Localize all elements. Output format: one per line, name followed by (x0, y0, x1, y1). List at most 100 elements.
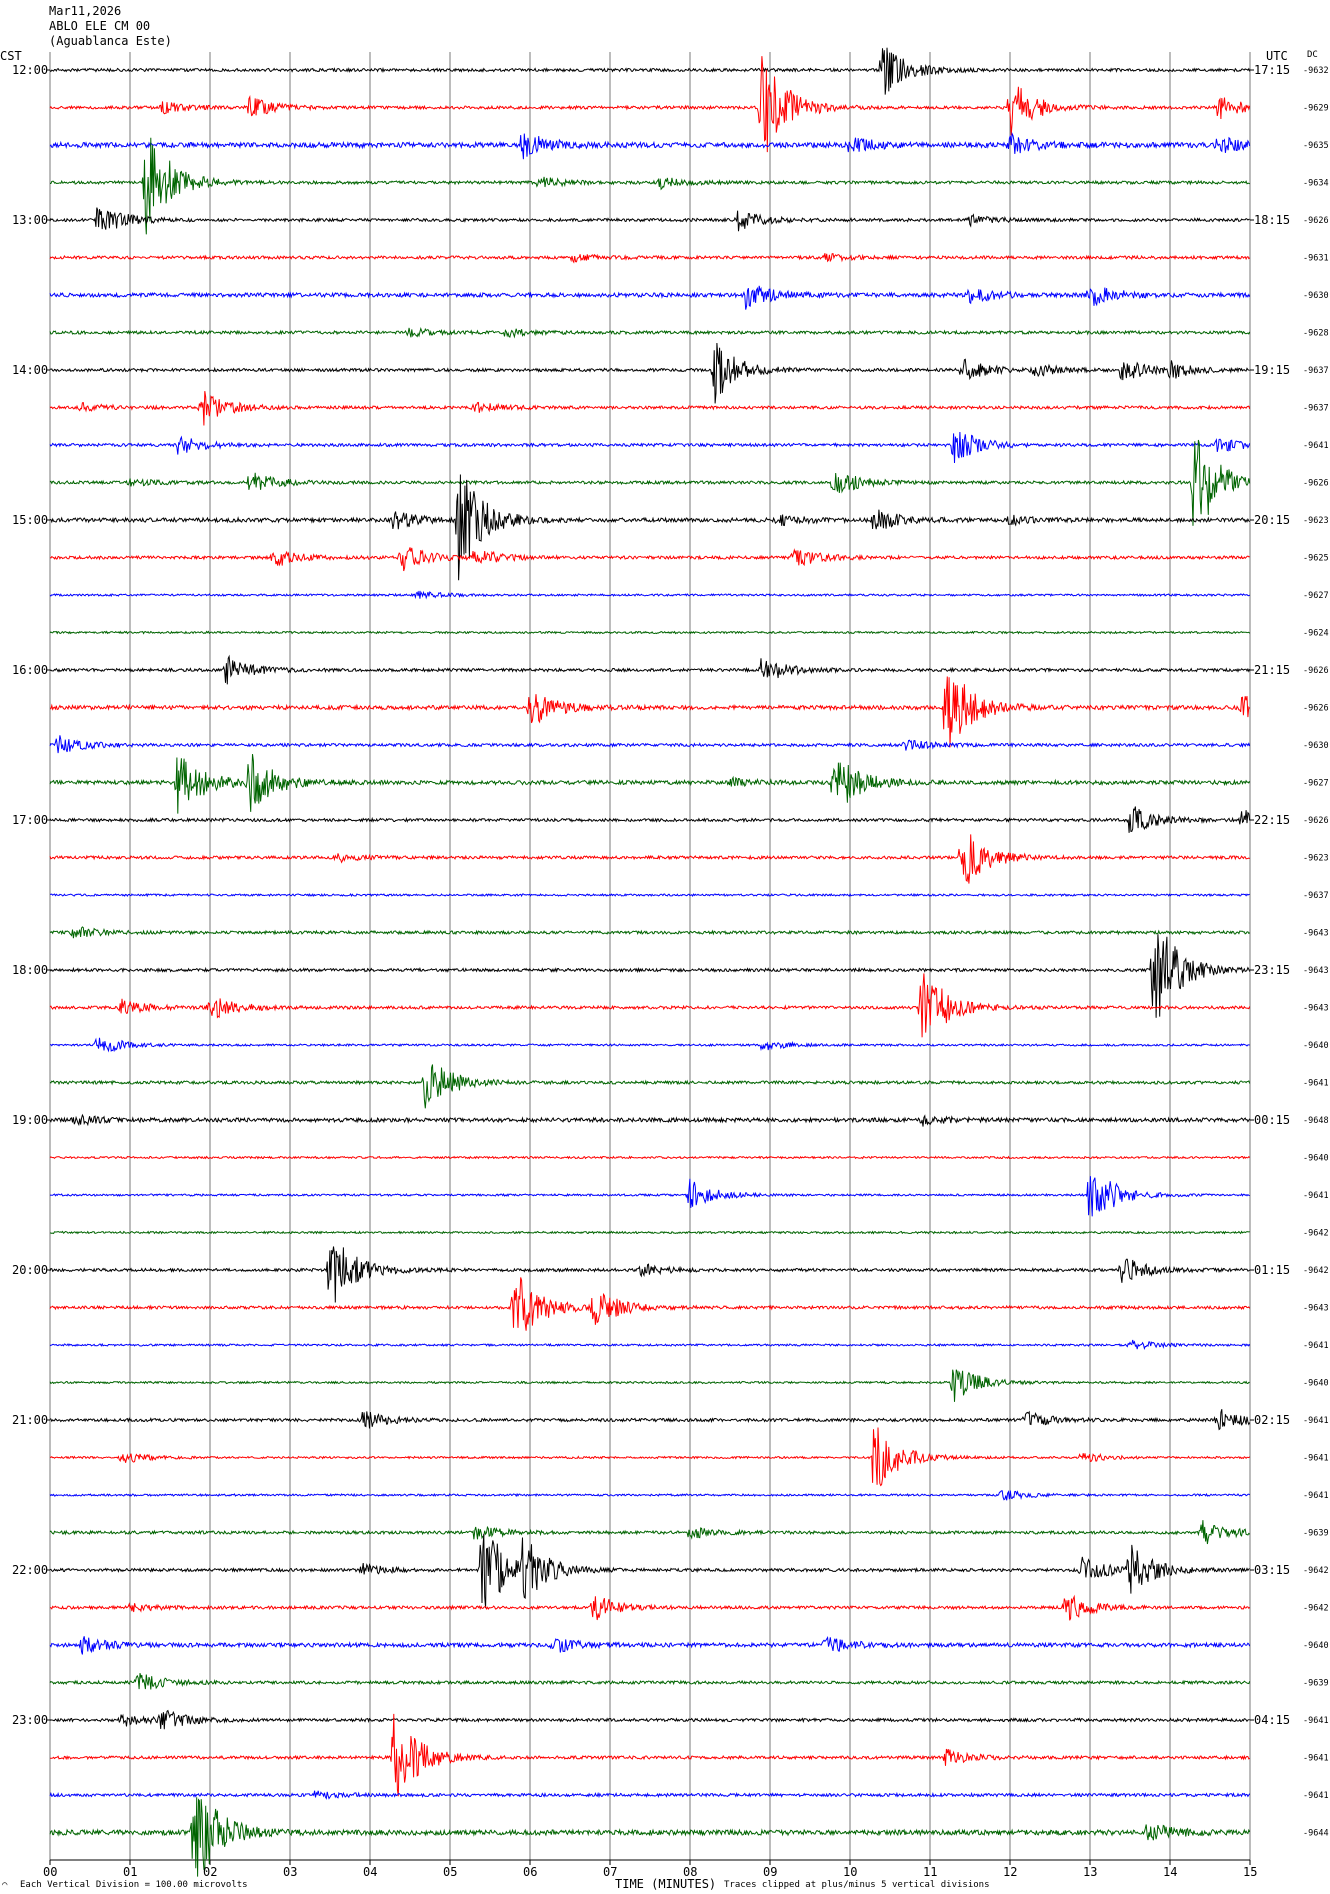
trace-row-6 (49, 285, 1251, 310)
trace-row-21 (49, 834, 1250, 884)
trace-row-33 (49, 1277, 1251, 1331)
trace-row-20 (49, 806, 1251, 833)
dc-offset-label: -9623 (1303, 854, 1329, 864)
x-tick-label-03: 03 (283, 1865, 297, 1879)
trace-row-15 (49, 630, 1251, 635)
trace-row-29 (49, 1155, 1251, 1160)
trace-row-24 (49, 934, 1251, 1018)
trace-row-22 (49, 892, 1250, 898)
left-hour-label: 18:00 (12, 963, 48, 977)
trace-row-44 (49, 1709, 1250, 1730)
dc-offset-label: -9626 (1303, 704, 1329, 714)
dc-offset-label: -9641 (1303, 1416, 1329, 1426)
dc-offset-label: -9641 (1303, 1791, 1329, 1801)
dc-offset-label: -9637 (1303, 404, 1329, 414)
left-hour-label: 12:00 (12, 63, 48, 77)
dc-offset-label: -9635 (1303, 141, 1329, 151)
trace-row-38 (49, 1490, 1251, 1501)
right-timezone-label: UTC (1266, 49, 1288, 63)
trace-row-46 (49, 1790, 1251, 1800)
dc-offset-label: -9637 (1303, 366, 1329, 376)
x-tick-label-06: 06 (523, 1865, 537, 1879)
x-tick-label-04: 04 (363, 1865, 377, 1879)
dc-offset-label: -9629 (1303, 104, 1329, 114)
dc-offset-label: -9641 (1303, 1079, 1329, 1089)
right-hour-label: 03:15 (1254, 1563, 1290, 1577)
dc-offset-label: -9634 (1303, 179, 1329, 189)
x-tick-label-12: 12 (1003, 1865, 1017, 1879)
trace-row-14 (49, 590, 1250, 600)
left-hour-label: 21:00 (12, 1413, 48, 1427)
vertical-division-note: Each Vertical Division = 100.00 microvol… (20, 1880, 248, 1890)
dc-offset-label: -9637 (1303, 891, 1329, 901)
dc-offset-label: -9631 (1303, 254, 1329, 264)
corner-mark: ⌒ (2, 1880, 8, 1890)
trace-row-47 (49, 1797, 1251, 1877)
dc-offset-label: -9627 (1303, 591, 1329, 601)
minute-grid (46, 52, 1254, 1865)
right-hour-label: 04:15 (1254, 1713, 1290, 1727)
dc-offset-label: -9642 (1303, 1566, 1329, 1576)
right-hour-label: 01:15 (1254, 1263, 1290, 1277)
x-tick-label-01: 01 (123, 1865, 137, 1879)
dc-offset-label: -9632 (1303, 66, 1329, 76)
x-axis-title: TIME (MINUTES) (615, 1877, 716, 1891)
dc-offset-label: -9640 (1303, 1154, 1329, 1164)
x-tick-label-13: 13 (1083, 1865, 1097, 1879)
trace-row-25 (49, 973, 1251, 1038)
x-tick-label-08: 08 (683, 1865, 697, 1879)
dc-offset-label: -9626 (1303, 666, 1329, 676)
right-hour-label: 02:15 (1254, 1413, 1290, 1427)
x-tick-label-14: 14 (1163, 1865, 1177, 1879)
header-station: ABLO ELE CM 00 (49, 19, 151, 33)
trace-row-4 (49, 207, 1250, 232)
trace-row-36 (49, 1409, 1251, 1431)
dc-offset-label: -9643 (1303, 929, 1329, 939)
x-tick-label-02: 02 (203, 1865, 217, 1879)
right-hour-label: 21:15 (1254, 663, 1290, 677)
right-hour-label: 18:15 (1254, 213, 1290, 227)
trace-row-2 (49, 131, 1251, 160)
left-hour-label: 17:00 (12, 813, 48, 827)
trace-row-31 (50, 1230, 1250, 1235)
right-hour-label: 20:15 (1254, 513, 1290, 527)
dc-offset-label: -9643 (1303, 966, 1329, 976)
left-timezone-label: CST (0, 49, 22, 63)
trace-row-42 (49, 1635, 1251, 1655)
dc-offset-label: -9640 (1303, 1041, 1329, 1051)
dc-offset-label: -9641 (1303, 1754, 1329, 1764)
dc-offset-label: -9639 (1303, 1529, 1329, 1539)
dc-offset-label: -9643 (1303, 1004, 1329, 1014)
trace-row-9 (49, 391, 1251, 426)
x-tick-label-07: 07 (603, 1865, 617, 1879)
trace-row-19 (49, 754, 1251, 814)
trace-row-1 (49, 56, 1251, 153)
dc-offset-label: -9640 (1303, 1641, 1329, 1651)
seismic-traces (49, 47, 1251, 1877)
dc-offset-label: -9641 (1303, 1716, 1329, 1726)
right-hour-label: 22:15 (1254, 813, 1290, 827)
trace-row-23 (49, 926, 1251, 939)
trace-row-39 (49, 1520, 1251, 1545)
dc-offset-label: -9639 (1303, 1679, 1329, 1689)
right-hour-label: 23:15 (1254, 963, 1290, 977)
dc-offset-label: -9644 (1303, 1829, 1329, 1839)
x-tick-label-09: 09 (763, 1865, 777, 1879)
left-hour-label: 20:00 (12, 1263, 48, 1277)
dc-offset-label: -9641 (1303, 1341, 1329, 1351)
dc-offset-label: -9626 (1303, 216, 1329, 226)
trace-row-34 (49, 1339, 1251, 1351)
dc-offset-label: -9626 (1303, 816, 1329, 826)
trace-row-8 (49, 342, 1250, 404)
right-hour-label: 17:15 (1254, 63, 1290, 77)
x-tick-label-05: 05 (443, 1865, 457, 1879)
trace-row-32 (49, 1246, 1251, 1303)
dc-offset-label: -9641 (1303, 1454, 1329, 1464)
trace-row-30 (49, 1176, 1250, 1217)
dc-offset-label: -9627 (1303, 779, 1329, 789)
trace-row-37 (49, 1427, 1251, 1487)
left-hour-label: 13:00 (12, 213, 48, 227)
dc-offset-label: -9642 (1303, 1229, 1329, 1239)
dc-offset-label: -9624 (1303, 629, 1329, 639)
dc-offset-label: -9641 (1303, 1491, 1329, 1501)
